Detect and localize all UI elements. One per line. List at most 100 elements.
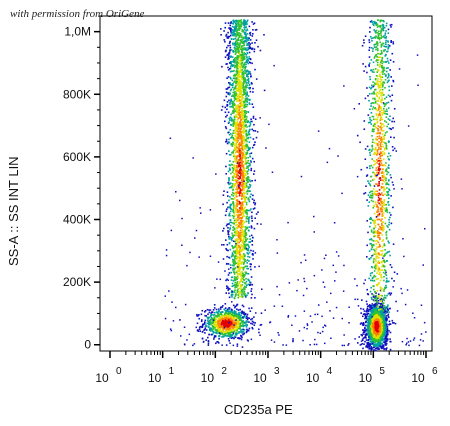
- data-point: [230, 64, 233, 66]
- data-point: [370, 341, 372, 343]
- data-point: [238, 325, 240, 327]
- data-point: [230, 49, 233, 51]
- data-point: [370, 347, 373, 349]
- data-point: [385, 342, 387, 344]
- data-point: [241, 195, 243, 197]
- data-point: [244, 226, 247, 228]
- data-point: [240, 329, 242, 331]
- data-point: [240, 94, 243, 96]
- data-point: [244, 87, 247, 89]
- data-point: [233, 310, 236, 312]
- data-point: [242, 272, 244, 275]
- data-point: [215, 324, 218, 326]
- data-point: [224, 120, 226, 123]
- data-point: [231, 112, 234, 114]
- data-point: [239, 48, 242, 50]
- data-point: [386, 326, 389, 328]
- data-point: [233, 139, 236, 141]
- data-point: [234, 121, 237, 124]
- data-point: [252, 115, 255, 118]
- data-point: [248, 321, 250, 323]
- data-point: [243, 58, 245, 61]
- data-point: [235, 125, 238, 128]
- data-point: [212, 309, 215, 311]
- data-point: [384, 347, 386, 350]
- data-point: [248, 41, 250, 44]
- data-point: [365, 339, 368, 341]
- data-point: [232, 141, 234, 144]
- data-point: [225, 35, 227, 37]
- data-point: [230, 172, 232, 175]
- data-point: [241, 231, 243, 233]
- data-point: [250, 82, 253, 84]
- data-point: [381, 310, 383, 313]
- data-point: [246, 61, 248, 64]
- data-point: [232, 123, 234, 126]
- data-point: [240, 263, 242, 265]
- data-point: [231, 79, 234, 82]
- data-point: [247, 37, 249, 40]
- data-point: [232, 258, 234, 261]
- data-point: [236, 195, 238, 198]
- data-point: [246, 328, 248, 331]
- data-point: [245, 112, 247, 114]
- data-point: [232, 106, 235, 109]
- data-point: [229, 50, 231, 52]
- data-point: [238, 26, 240, 28]
- data-point: [223, 39, 226, 41]
- data-point: [218, 309, 220, 311]
- data-point: [247, 160, 249, 162]
- data-point: [238, 203, 240, 206]
- data-point: [239, 166, 242, 169]
- data-point: [243, 20, 246, 22]
- data-point: [239, 113, 241, 116]
- data-point: [228, 206, 230, 209]
- data-point: [221, 105, 224, 108]
- data-point: [238, 267, 241, 269]
- data-point: [245, 201, 248, 204]
- data-point: [372, 338, 375, 340]
- data-point: [230, 198, 233, 200]
- data-point: [241, 22, 243, 24]
- data-point: [243, 244, 246, 247]
- data-point: [254, 29, 257, 31]
- data-point: [241, 274, 244, 277]
- data-point: [366, 332, 368, 335]
- data-point: [248, 80, 250, 83]
- data-point: [233, 297, 236, 300]
- data-point: [236, 170, 239, 173]
- data-point: [247, 162, 250, 165]
- data-point: [230, 56, 232, 58]
- data-point: [237, 231, 240, 233]
- data-point: [248, 251, 251, 254]
- data-point: [235, 107, 238, 109]
- data-point: [228, 57, 230, 60]
- data-point: [243, 241, 246, 243]
- data-point: [241, 346, 244, 348]
- data-point: [249, 39, 252, 41]
- data-point: [223, 313, 226, 316]
- data-point: [243, 132, 245, 134]
- data-point: [382, 298, 384, 301]
- data-point: [240, 280, 243, 282]
- data-point: [235, 176, 238, 178]
- data-point: [238, 321, 240, 323]
- data-point: [236, 329, 238, 331]
- data-point: [231, 234, 234, 236]
- data-point: [365, 333, 367, 336]
- data-point: [235, 254, 238, 256]
- data-point: [234, 336, 237, 338]
- data-point: [236, 98, 238, 100]
- data-point: [384, 343, 386, 345]
- data-point: [250, 297, 253, 299]
- data-point: [244, 159, 247, 161]
- data-point: [238, 56, 240, 58]
- data-point: [220, 324, 223, 326]
- data-point: [246, 150, 249, 152]
- data-point: [231, 334, 234, 337]
- data-point: [248, 83, 251, 86]
- data-point: [238, 152, 240, 154]
- data-point: [239, 116, 242, 118]
- data-point: [235, 161, 237, 163]
- data-point: [375, 314, 377, 316]
